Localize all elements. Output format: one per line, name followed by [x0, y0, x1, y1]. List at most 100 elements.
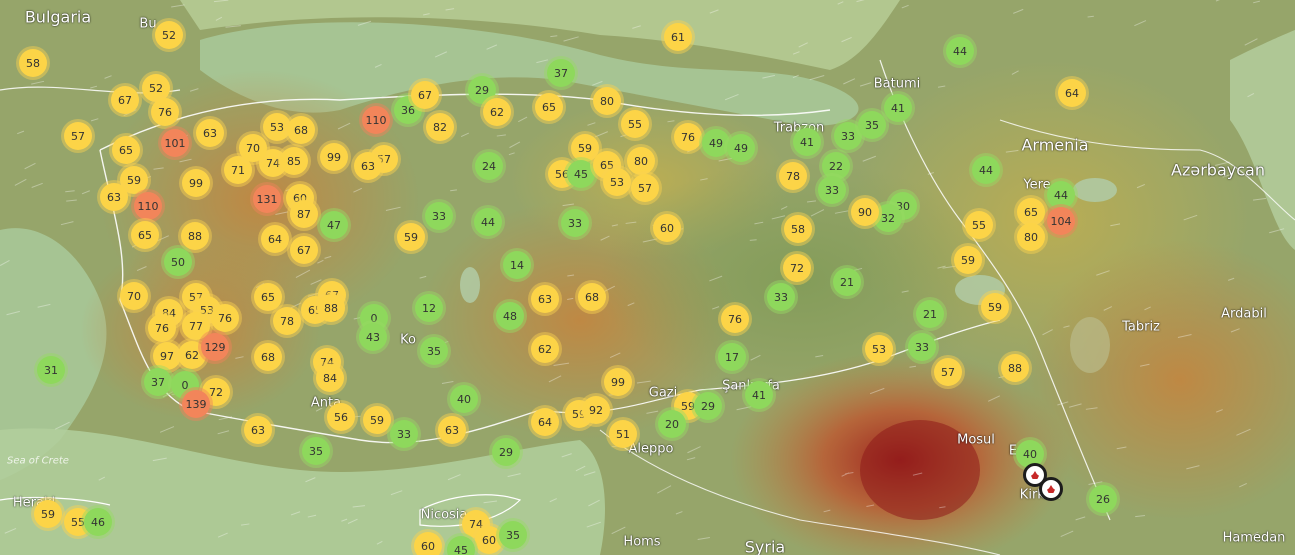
aqi-station-marker[interactable]: 97 — [153, 342, 181, 370]
aqi-station-marker[interactable]: 72 — [202, 378, 230, 406]
aqi-station-marker[interactable]: 63 — [531, 285, 559, 313]
aqi-station-marker[interactable]: 51 — [609, 420, 637, 448]
aqi-station-marker[interactable]: 44 — [474, 208, 502, 236]
aqi-station-marker[interactable]: 35 — [858, 111, 886, 139]
aqi-station-marker[interactable]: 20 — [658, 410, 686, 438]
aqi-station-marker[interactable]: 80 — [1017, 223, 1045, 251]
aqi-station-marker[interactable]: 87 — [290, 200, 318, 228]
aqi-station-marker[interactable]: 45 — [447, 536, 475, 555]
aqi-station-marker[interactable]: 14 — [503, 251, 531, 279]
aqi-station-marker[interactable]: 55 — [621, 110, 649, 138]
aqi-station-marker[interactable]: 78 — [779, 162, 807, 190]
aqi-station-marker[interactable]: 64 — [1058, 79, 1086, 107]
aqi-station-marker[interactable]: 35 — [302, 437, 330, 465]
aqi-station-marker[interactable]: 99 — [320, 143, 348, 171]
aqi-station-marker[interactable]: 76 — [151, 98, 179, 126]
aqi-station-marker[interactable]: 110 — [362, 106, 390, 134]
aqi-station-marker[interactable]: 44 — [972, 156, 1000, 184]
aqi-station-marker[interactable]: 59 — [954, 246, 982, 274]
aqi-station-marker[interactable]: 53 — [263, 113, 291, 141]
aqi-station-marker[interactable]: 76 — [721, 305, 749, 333]
aqi-station-marker[interactable]: 67 — [111, 86, 139, 114]
aqi-station-marker[interactable]: 59 — [397, 223, 425, 251]
aqi-station-marker[interactable]: 88 — [1001, 354, 1029, 382]
aqi-station-marker[interactable]: 17 — [718, 343, 746, 371]
aqi-station-marker[interactable]: 64 — [531, 408, 559, 436]
aqi-station-marker[interactable]: 29 — [492, 438, 520, 466]
aqi-station-marker[interactable]: 33 — [561, 209, 589, 237]
aqi-station-marker[interactable]: 62 — [178, 341, 206, 369]
aqi-station-marker[interactable]: 61 — [664, 23, 692, 51]
aqi-station-marker[interactable]: 99 — [182, 169, 210, 197]
aqi-station-marker[interactable]: 88 — [317, 294, 345, 322]
aqi-station-marker[interactable]: 64 — [261, 225, 289, 253]
aqi-station-marker[interactable]: 45 — [567, 160, 595, 188]
aqi-station-marker[interactable]: 33 — [834, 122, 862, 150]
aqi-station-marker[interactable]: 55 — [965, 211, 993, 239]
aqi-station-marker[interactable]: 57 — [64, 122, 92, 150]
aqi-station-marker[interactable]: 59 — [363, 406, 391, 434]
aqi-station-marker[interactable]: 48 — [496, 302, 524, 330]
aqi-station-marker[interactable]: 92 — [582, 396, 610, 424]
aqi-station-marker[interactable]: 76 — [674, 123, 702, 151]
aqi-station-marker[interactable]: 101 — [161, 129, 189, 157]
aqi-station-marker[interactable]: 31 — [37, 356, 65, 384]
fire-icon[interactable] — [1039, 477, 1063, 501]
aqi-station-marker[interactable]: 33 — [390, 420, 418, 448]
aqi-station-marker[interactable]: 57 — [934, 358, 962, 386]
aqi-station-marker[interactable]: 49 — [727, 134, 755, 162]
aqi-station-marker[interactable]: 33 — [908, 333, 936, 361]
aqi-station-marker[interactable]: 29 — [694, 392, 722, 420]
aqi-station-marker[interactable]: 67 — [411, 81, 439, 109]
aqi-station-marker[interactable]: 76 — [211, 304, 239, 332]
aqi-station-marker[interactable]: 59 — [981, 293, 1009, 321]
aqi-station-marker[interactable]: 46 — [84, 508, 112, 536]
aqi-station-marker[interactable]: 53 — [603, 168, 631, 196]
aqi-station-marker[interactable]: 40 — [450, 385, 478, 413]
aqi-station-marker[interactable]: 129 — [201, 333, 229, 361]
aqi-station-marker[interactable]: 63 — [196, 119, 224, 147]
aqi-station-marker[interactable]: 58 — [19, 49, 47, 77]
aqi-station-marker[interactable]: 41 — [884, 94, 912, 122]
aqi-station-marker[interactable]: 35 — [499, 521, 527, 549]
aqi-station-marker[interactable]: 63 — [354, 152, 382, 180]
aqi-station-marker[interactable]: 70 — [120, 282, 148, 310]
aqi-station-marker[interactable]: 63 — [100, 183, 128, 211]
aqi-station-marker[interactable]: 44 — [946, 37, 974, 65]
aqi-station-marker[interactable]: 44 — [1047, 181, 1075, 209]
aqi-station-marker[interactable]: 21 — [916, 300, 944, 328]
aqi-station-marker[interactable]: 60 — [475, 526, 503, 554]
aqi-station-marker[interactable]: 67 — [290, 236, 318, 264]
aqi-station-marker[interactable]: 53 — [865, 335, 893, 363]
aqi-station-marker[interactable]: 49 — [702, 129, 730, 157]
aqi-station-marker[interactable]: 21 — [833, 268, 861, 296]
aqi-station-marker[interactable]: 33 — [767, 283, 795, 311]
aqi-station-marker[interactable]: 139 — [182, 390, 210, 418]
aqi-station-marker[interactable]: 62 — [531, 335, 559, 363]
aqi-station-marker[interactable]: 60 — [414, 532, 442, 555]
aqi-station-marker[interactable]: 80 — [593, 87, 621, 115]
aqi-station-marker[interactable]: 63 — [244, 416, 272, 444]
aqi-station-marker[interactable]: 65 — [112, 136, 140, 164]
aqi-station-marker[interactable]: 104 — [1047, 207, 1075, 235]
aqi-station-marker[interactable]: 131 — [253, 185, 281, 213]
aqi-station-marker[interactable]: 41 — [745, 381, 773, 409]
aqi-station-marker[interactable]: 22 — [822, 152, 850, 180]
aqi-station-marker[interactable]: 37 — [547, 59, 575, 87]
aqi-station-marker[interactable]: 41 — [793, 128, 821, 156]
aqi-station-marker[interactable]: 85 — [280, 147, 308, 175]
aqi-station-marker[interactable]: 68 — [578, 283, 606, 311]
aqi-station-marker[interactable]: 24 — [475, 152, 503, 180]
aqi-station-marker[interactable]: 52 — [142, 74, 170, 102]
aqi-station-marker[interactable]: 65 — [254, 283, 282, 311]
aqi-station-marker[interactable]: 65 — [1017, 198, 1045, 226]
aqi-station-marker[interactable]: 35 — [420, 337, 448, 365]
aqi-station-marker[interactable]: 65 — [131, 221, 159, 249]
aqi-station-marker[interactable]: 80 — [627, 147, 655, 175]
aqi-station-marker[interactable]: 33 — [425, 202, 453, 230]
aqi-station-marker[interactable]: 56 — [327, 403, 355, 431]
aqi-station-marker[interactable]: 60 — [653, 214, 681, 242]
aqi-station-marker[interactable]: 26 — [1089, 485, 1117, 513]
aqi-station-marker[interactable]: 88 — [181, 222, 209, 250]
